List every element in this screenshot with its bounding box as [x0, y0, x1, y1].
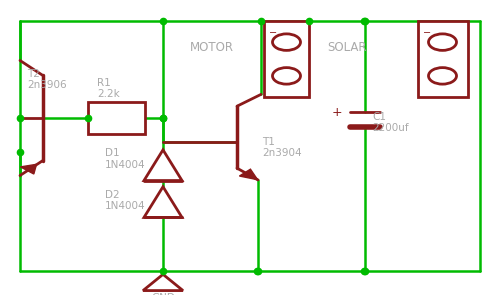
Text: MOTOR: MOTOR	[190, 41, 234, 54]
Text: GND: GND	[151, 293, 175, 295]
Text: R1
2.2k: R1 2.2k	[98, 78, 120, 99]
Text: D2
1N4004: D2 1N4004	[105, 190, 146, 212]
Text: −: −	[269, 28, 277, 38]
Polygon shape	[144, 187, 182, 217]
Text: D1
1N4004: D1 1N4004	[105, 148, 146, 170]
Polygon shape	[144, 150, 182, 181]
Polygon shape	[20, 164, 36, 174]
Bar	[264, 21, 309, 97]
Circle shape	[272, 34, 300, 50]
Circle shape	[428, 34, 456, 50]
Circle shape	[428, 68, 456, 84]
Text: T2
2n3906: T2 2n3906	[28, 69, 67, 91]
Text: SOLAR: SOLAR	[328, 41, 367, 54]
Text: +: +	[332, 106, 342, 119]
Text: −: −	[422, 28, 430, 38]
Bar	[418, 21, 468, 97]
Polygon shape	[143, 274, 183, 291]
Text: T1
2n3904: T1 2n3904	[262, 137, 302, 158]
Circle shape	[272, 68, 300, 84]
Polygon shape	[240, 169, 258, 180]
Bar	[88, 102, 145, 134]
Text: C1
2200uf: C1 2200uf	[372, 112, 409, 133]
